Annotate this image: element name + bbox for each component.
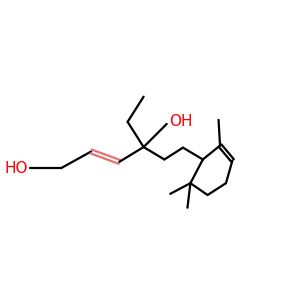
Text: HO: HO [4,160,28,175]
Text: OH: OH [169,114,193,129]
